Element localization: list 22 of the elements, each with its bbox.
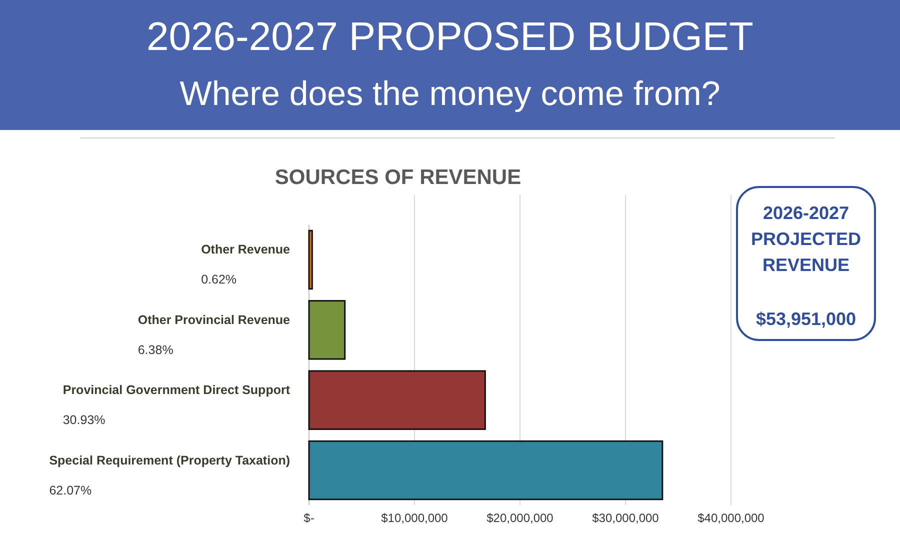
- x-tick-label: $20,000,000: [486, 511, 554, 525]
- bar: [308, 230, 313, 290]
- y-tick-label: Other Provincial Revenue: [138, 312, 290, 327]
- y-tick-label: Special Requirement (Property Taxation): [49, 453, 290, 468]
- text: 2026-2027 PROJECTED REVENUE: [750, 203, 862, 275]
- bar: [308, 440, 664, 500]
- x-tick-label: $-: [304, 511, 314, 525]
- text: $53,951,000: [756, 309, 856, 329]
- y-tick-label: Other Revenue: [201, 242, 290, 257]
- bar: [308, 370, 486, 430]
- text: 0.62%: [201, 272, 237, 287]
- bar: [308, 300, 346, 360]
- text: 62.07%: [49, 483, 92, 498]
- y-tick-label: Provincial Government Direct Support: [62, 383, 291, 398]
- x-tick-label: $40,000,000: [698, 511, 765, 525]
- chart-title: 2026-2027 PROPOSED BUDGET: [146, 15, 754, 59]
- x-tick-label: $10,000,000: [381, 511, 448, 525]
- text: 30.93%: [62, 413, 106, 428]
- source-note: SOURCES OF REVENUE: [274, 166, 522, 189]
- chart-subtitle: Where does the money come from?: [180, 75, 720, 113]
- text: 6.38%: [138, 342, 174, 357]
- x-tick-label: $30,000,000: [592, 511, 660, 525]
